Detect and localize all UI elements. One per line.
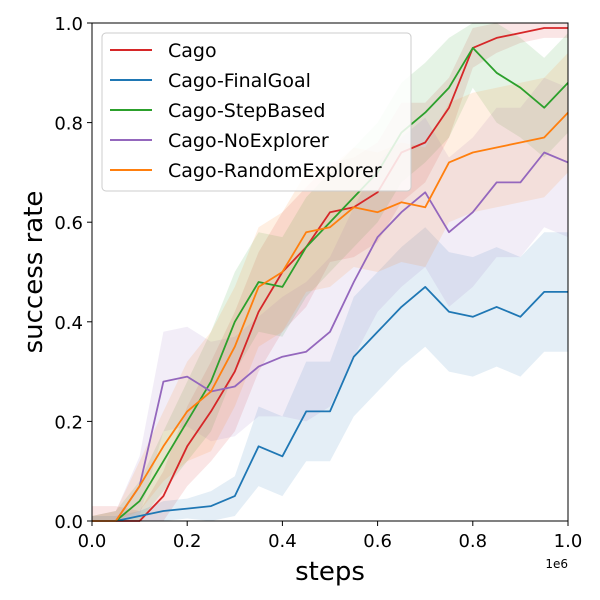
x-tick-label: 0.8 bbox=[458, 531, 487, 552]
legend-label-cago-randomexplorer: Cago-RandomExplorer bbox=[168, 160, 382, 182]
cago-randomexplorer-band bbox=[92, 52, 568, 522]
series-lines bbox=[92, 27, 569, 522]
plot-frame bbox=[91, 22, 569, 522]
legend-label-cago-stepbased: Cago-StepBased bbox=[168, 100, 325, 122]
y-tick-label: 0.8 bbox=[54, 114, 83, 135]
x-offset-label: 1e6 bbox=[545, 557, 568, 571]
x-axis-label: steps bbox=[295, 557, 365, 587]
cago-noexplorer-line bbox=[92, 151, 569, 522]
legend: Cago Cago-FinalGoal Cago-StepBased Cago-NoE… bbox=[101, 32, 412, 192]
x-tick-label: 0.2 bbox=[173, 531, 202, 552]
cago-line bbox=[92, 27, 568, 522]
y-axis-label: success rate bbox=[19, 191, 49, 354]
cago-stepbased-line bbox=[92, 47, 569, 522]
x-tick-label: 0.6 bbox=[363, 531, 392, 552]
y-tick-label: 0.2 bbox=[54, 412, 83, 433]
cago-finalgoal-band bbox=[92, 227, 568, 521]
cago-stepbased-band bbox=[92, 23, 568, 521]
legend-label-cago-finalgoal: Cago-FinalGoal bbox=[168, 70, 311, 92]
y-axis-ticks: 0.0 0.2 0.4 0.6 0.8 1.0 bbox=[54, 14, 92, 533]
y-tick-label: 0.6 bbox=[54, 213, 83, 234]
legend-label-cago: Cago bbox=[168, 40, 217, 62]
y-tick-label: 1.0 bbox=[54, 14, 83, 35]
x-tick-label: 1.0 bbox=[554, 531, 583, 552]
legend-box bbox=[101, 32, 412, 192]
y-tick-label: 0.0 bbox=[54, 512, 83, 533]
cago-finalgoal-line bbox=[92, 285, 568, 522]
cago-band bbox=[92, 23, 568, 521]
legend-label-cago-noexplorer: Cago-NoExplorer bbox=[168, 130, 329, 152]
x-tick-label: 0.4 bbox=[268, 531, 297, 552]
y-tick-label: 0.4 bbox=[54, 313, 83, 334]
x-axis-ticks: 0.0 0.2 0.4 0.6 0.8 1.0 bbox=[78, 521, 583, 552]
x-tick-label: 0.0 bbox=[78, 531, 107, 552]
cago-randomexplorer-line bbox=[92, 111, 569, 522]
